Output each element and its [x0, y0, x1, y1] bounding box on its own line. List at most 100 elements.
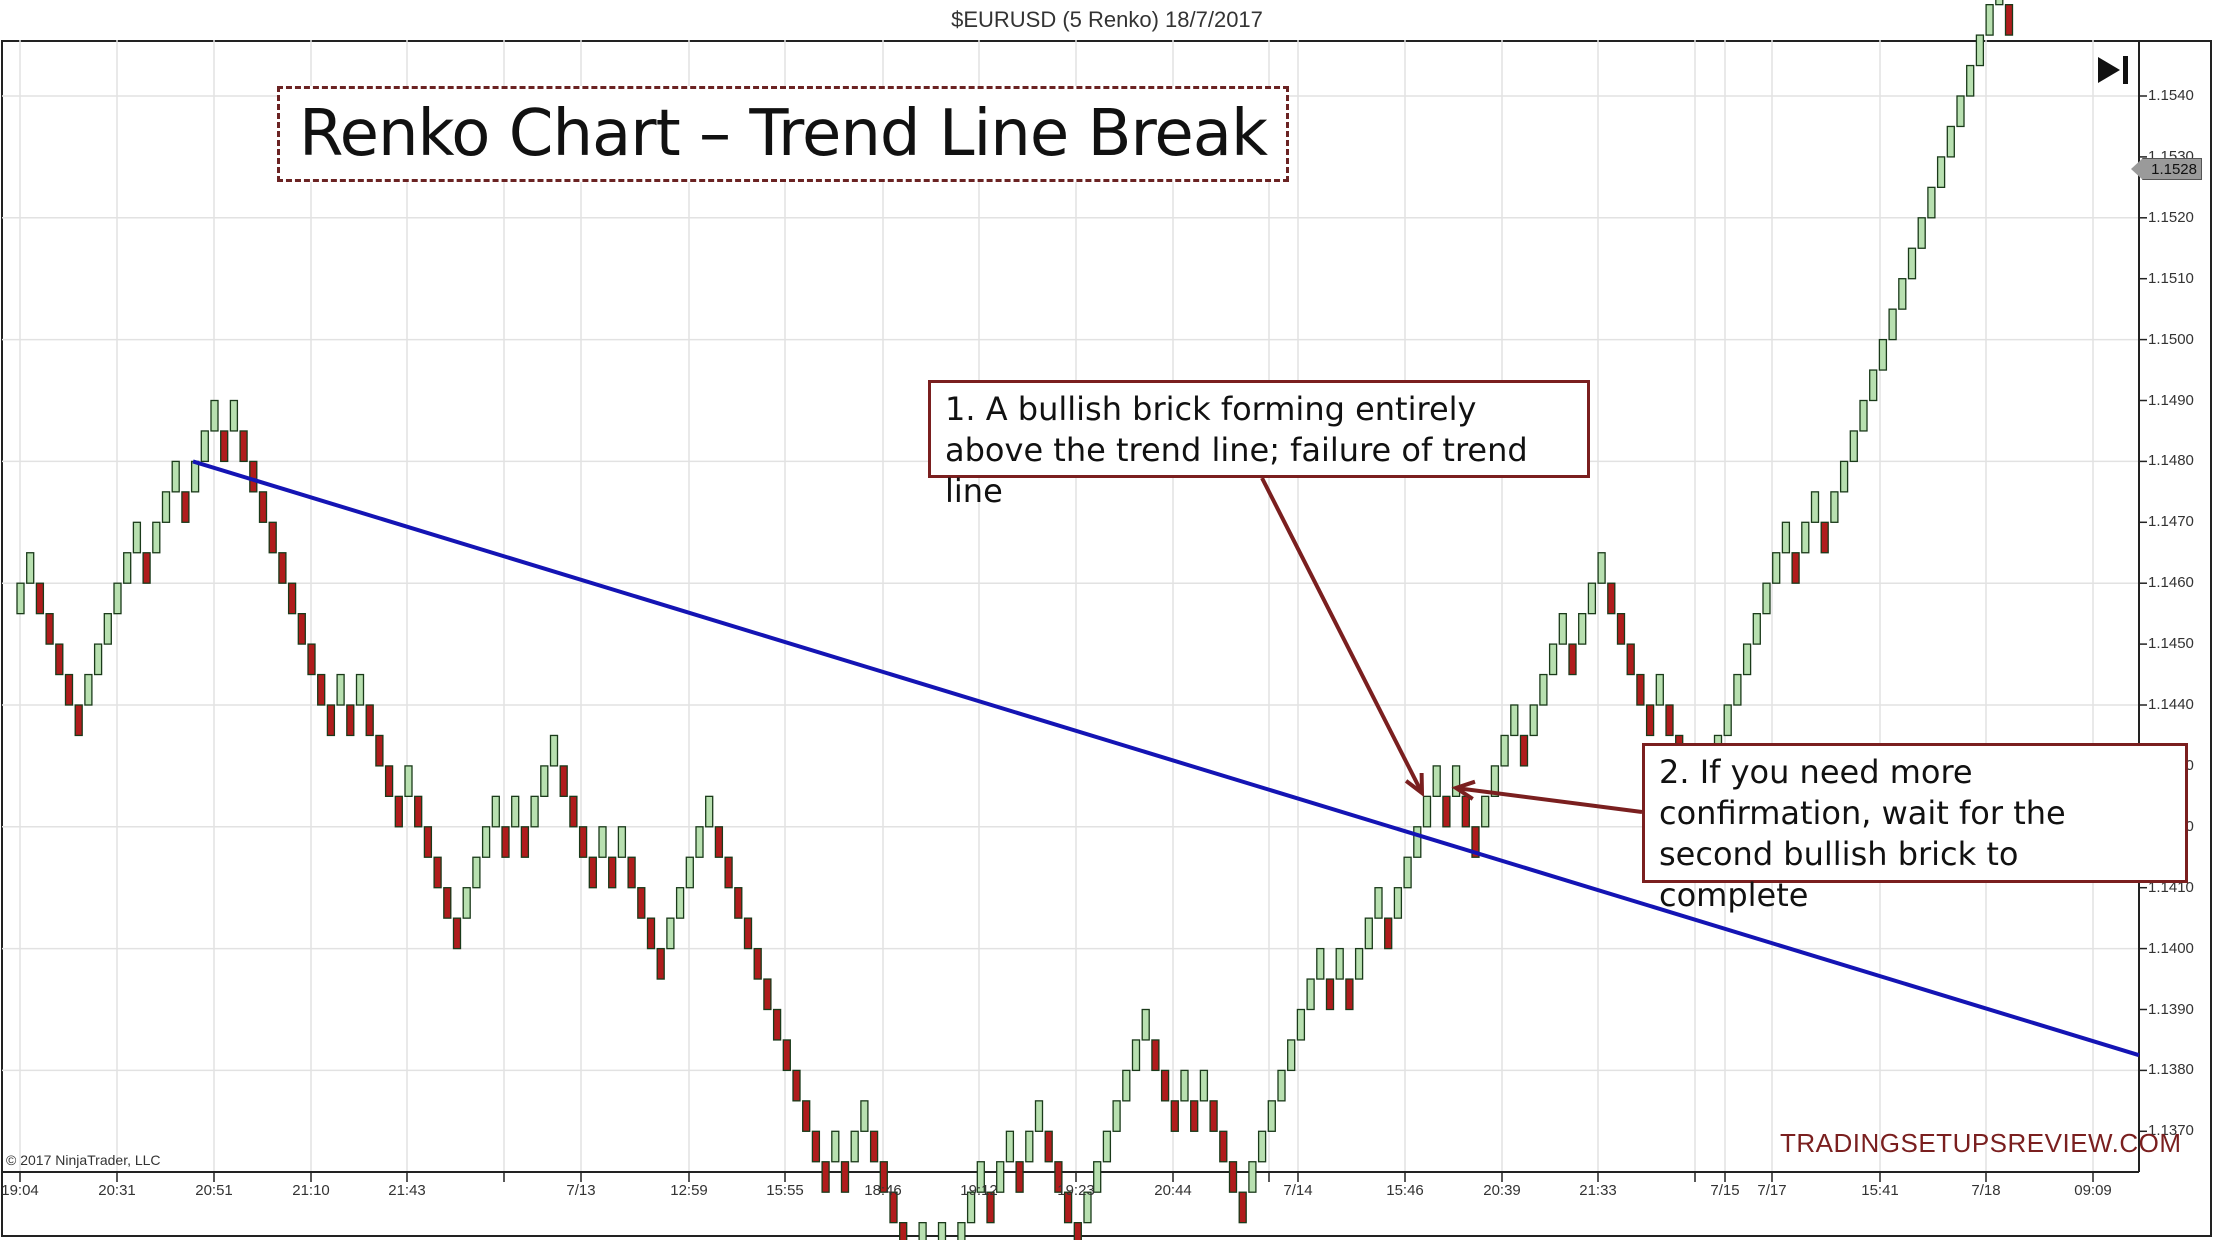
bullish-brick — [1752, 613, 1761, 645]
annotation-arrows — [1260, 477, 1643, 814]
watermark: TRADINGSETUPSREVIEW.COM — [1780, 1128, 2182, 1158]
bearish-brick — [501, 826, 510, 858]
bearish-brick — [443, 887, 452, 919]
bearish-brick — [1568, 643, 1577, 676]
bullish-brick — [666, 917, 675, 950]
bullish-brick — [481, 826, 491, 858]
bullish-brick — [1995, 0, 2004, 6]
bullish-brick — [860, 1100, 869, 1132]
bullish-brick — [685, 856, 694, 889]
bearish-brick — [384, 765, 394, 798]
bullish-brick — [1364, 917, 1373, 950]
bearish-brick — [1461, 795, 1470, 828]
bullish-brick — [1801, 521, 1810, 554]
x-tick-label: 19:12 — [960, 1182, 998, 1199]
bearish-brick — [1170, 1100, 1179, 1132]
bullish-brick — [1733, 673, 1742, 706]
bullish-brick — [1936, 156, 1946, 188]
bullish-brick — [598, 826, 607, 858]
x-tick-label: 21:43 — [388, 1182, 426, 1199]
bearish-brick — [1073, 1222, 1082, 1240]
bullish-brick — [1199, 1069, 1209, 1102]
x-tick-label: 20:51 — [195, 1182, 233, 1199]
bullish-brick — [1859, 399, 1868, 432]
bullish-brick — [1548, 643, 1558, 676]
bearish-brick — [889, 1191, 898, 1224]
bearish-brick — [802, 1100, 811, 1132]
x-tick-label: 7/18 — [1971, 1182, 2001, 1199]
y-tick-label: 1.1520 — [2148, 208, 2194, 226]
bullish-brick — [705, 795, 714, 828]
bearish-brick — [220, 430, 229, 463]
bullish-brick — [1869, 369, 1878, 402]
bullish-brick — [1839, 460, 1849, 493]
skip-forward-icon[interactable] — [2096, 54, 2130, 86]
bearish-brick — [2004, 4, 2014, 36]
bullish-brick — [210, 399, 219, 432]
y-tick-label: 1.1390 — [2148, 1000, 2194, 1018]
bearish-brick — [55, 643, 64, 676]
bearish-brick — [1384, 917, 1393, 950]
bullish-brick — [1374, 887, 1383, 919]
bearish-brick — [559, 765, 568, 798]
bullish-brick — [831, 1130, 840, 1163]
bearish-brick — [1345, 978, 1354, 1011]
bearish-brick — [1636, 673, 1645, 706]
bullish-brick — [1131, 1039, 1141, 1072]
bullish-brick — [996, 1161, 1005, 1193]
bearish-brick — [249, 460, 258, 493]
title-box-text: Renko Chart – Trend Line Break — [298, 97, 1268, 171]
bullish-brick — [1257, 1130, 1267, 1163]
y-tick-label: 1.1370 — [2148, 1122, 2194, 1140]
bearish-brick — [763, 978, 772, 1011]
bullish-brick — [171, 460, 180, 493]
x-tick-label: 09:09 — [2074, 1182, 2112, 1199]
bearish-brick — [1607, 582, 1616, 615]
bearish-brick — [365, 704, 374, 737]
bullish-brick — [491, 795, 500, 828]
bearish-brick — [307, 643, 316, 676]
bearish-brick — [142, 552, 151, 584]
bearish-brick — [268, 521, 277, 554]
bullish-brick — [1578, 613, 1587, 645]
bullish-brick — [26, 552, 35, 584]
bullish-brick — [1267, 1100, 1276, 1132]
bearish-brick — [899, 1222, 908, 1240]
chart-title: $EURUSD (5 Renko) 18/7/2017 — [951, 7, 1263, 32]
bearish-brick — [414, 795, 423, 828]
bullish-brick — [850, 1130, 859, 1163]
bullish-brick — [1597, 552, 1606, 584]
x-tick-label: 20:44 — [1154, 1182, 1192, 1199]
bearish-brick — [569, 795, 578, 828]
bearish-brick — [1209, 1100, 1218, 1132]
bullish-brick — [1810, 491, 1820, 523]
bullish-brick — [1849, 430, 1858, 463]
bullish-brick — [1587, 582, 1597, 615]
x-tick-label: 20:39 — [1483, 1182, 1521, 1199]
bullish-brick — [1481, 795, 1490, 828]
bullish-brick — [957, 1222, 966, 1240]
bullish-brick — [1500, 734, 1509, 767]
bullish-brick — [123, 552, 132, 584]
bearish-brick — [317, 673, 326, 706]
bullish-brick — [462, 887, 471, 919]
bearish-brick — [753, 947, 762, 980]
annotation-box-2: 2. If you need more confirmation, wait f… — [1642, 743, 2188, 914]
bearish-brick — [287, 582, 297, 615]
bullish-brick — [93, 643, 103, 676]
bearish-brick — [734, 887, 743, 919]
bearish-brick — [821, 1161, 830, 1193]
bearish-brick — [627, 856, 636, 889]
renko-bricks — [16, 0, 2014, 1240]
bullish-brick — [1927, 186, 1936, 219]
bullish-brick — [540, 765, 549, 798]
trend-line[interactable] — [192, 459, 2140, 1058]
bullish-brick — [1558, 613, 1567, 645]
bullish-brick — [1413, 826, 1422, 858]
bullish-brick — [1917, 217, 1926, 249]
bearish-brick — [637, 887, 646, 919]
bearish-brick — [646, 917, 656, 950]
last-price-marker: 1.1528 — [2131, 158, 2202, 180]
bullish-brick — [161, 491, 171, 523]
